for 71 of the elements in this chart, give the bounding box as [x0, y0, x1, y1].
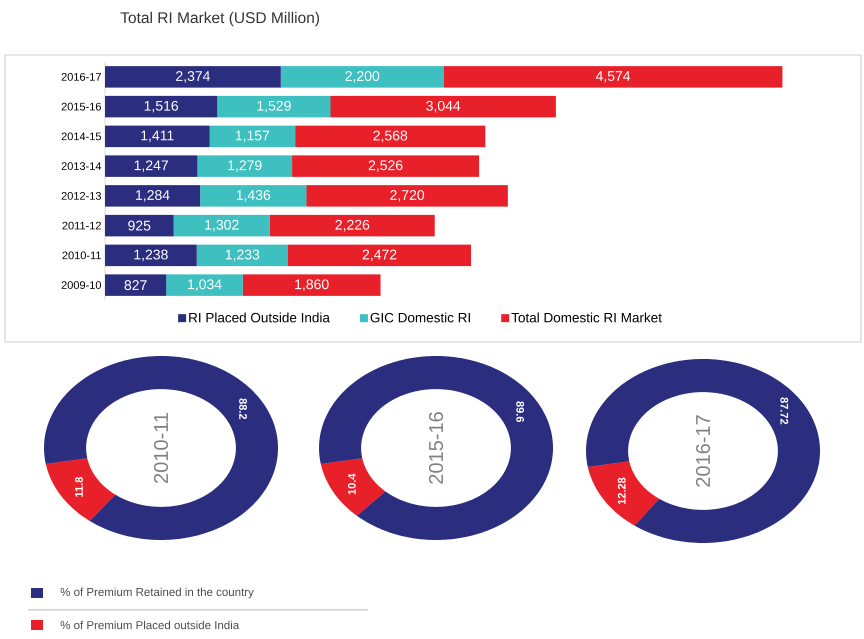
text: 2016-17: [696, 415, 710, 487]
legend-label: Total Domestic RI Market: [511, 312, 662, 322]
data-label: 4,574: [596, 71, 630, 83]
legend-label: RI Placed Outside India: [189, 312, 330, 322]
bar: [288, 244, 472, 266]
bar: [105, 155, 198, 177]
data-label: 1,233: [226, 250, 260, 262]
bar: [105, 274, 166, 296]
bar: [306, 185, 508, 207]
data-label: 10.4: [348, 474, 356, 494]
legend-label: % of Premium Retained in the country: [60, 588, 254, 598]
data-label: 925: [128, 220, 150, 231]
data-label: 2,568: [373, 130, 408, 142]
data-label: 1,284: [136, 190, 170, 202]
data-label: 1,436: [236, 190, 270, 202]
data-label: 1,034: [188, 279, 222, 291]
bar: [270, 214, 435, 236]
bar: [444, 66, 782, 88]
y-tick-label: 2013-14: [62, 162, 102, 170]
data-label: 3,044: [426, 100, 460, 112]
data-label: 1,238: [134, 250, 168, 262]
data-label: 1,302: [205, 220, 239, 232]
data-label: 1,529: [257, 100, 291, 112]
bar: [200, 185, 306, 207]
data-label: 2,526: [368, 160, 402, 172]
data-label: 11.8: [75, 477, 83, 497]
y-tick-label: 2010-11: [62, 251, 101, 260]
bar: [217, 96, 330, 118]
data-label: 1,411: [141, 130, 174, 142]
data-label: 1,279: [228, 160, 262, 172]
data-label: 89.6: [516, 401, 524, 422]
data-label: 87.72: [780, 397, 788, 424]
bar: [196, 244, 288, 266]
y-tick-label: 2016-17: [62, 72, 101, 81]
data-label: 88.2: [239, 398, 247, 420]
data-label: 1,247: [134, 160, 168, 172]
legend-label: GIC Domestic RI: [370, 312, 470, 322]
bar: [105, 214, 174, 236]
data-label: 2,472: [362, 250, 396, 262]
data-label: 2,720: [390, 190, 424, 202]
data-label: 12.28: [618, 478, 626, 504]
y-tick-label: 2009-10: [62, 281, 102, 290]
bar: [242, 274, 381, 296]
data-label: 2,226: [336, 220, 370, 232]
y-tick-label: 2011-12: [62, 222, 101, 230]
data-label: 1,516: [144, 100, 178, 112]
bar: [105, 126, 210, 148]
data-label: 1,157: [236, 130, 270, 142]
bar: [280, 66, 444, 88]
text: 2010-11: [154, 413, 168, 483]
bar: [166, 274, 243, 296]
bar: [295, 126, 486, 148]
bar: [105, 66, 281, 88]
bar: [105, 96, 218, 118]
data-label: 2,374: [176, 71, 210, 83]
data-label: 2,200: [345, 71, 380, 83]
text: 2015-16: [428, 412, 444, 484]
y-tick-label: 2012-13: [62, 192, 101, 200]
chart-title: Total RI Market (USD Million): [120, 12, 320, 26]
bar: [330, 96, 556, 118]
legend-label: % of Premium Placed outside India: [60, 620, 240, 630]
bar: [292, 155, 480, 177]
data-label: 827: [124, 280, 147, 290]
y-tick-label: 2015-16: [62, 102, 101, 111]
bar: [105, 244, 197, 266]
data-label: 1,860: [295, 279, 329, 291]
bar: [105, 185, 200, 207]
y-tick-label: 2014-15: [62, 132, 101, 140]
bar: [197, 155, 292, 177]
bar: [174, 214, 270, 236]
bar: [209, 126, 296, 148]
